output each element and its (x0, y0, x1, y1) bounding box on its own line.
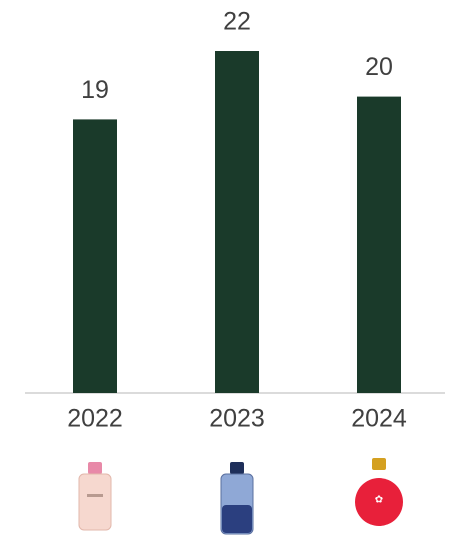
data-label: 19 (81, 76, 109, 104)
product-images: ✿ (78, 458, 403, 535)
bar (215, 51, 259, 393)
x-tick-label: 2024 (351, 405, 407, 433)
perfume-2023 (220, 462, 254, 535)
data-label: 22 (223, 8, 251, 36)
x-tick-label: 2022 (67, 405, 123, 433)
x-tick-label: 2023 (209, 405, 265, 433)
perfume-label-art: ✿ (375, 495, 383, 506)
bar (357, 96, 401, 393)
bar (73, 119, 117, 394)
perfume-2022 (78, 462, 112, 531)
perfume-2024: ✿ (355, 458, 403, 526)
data-label: 20 (365, 53, 393, 81)
